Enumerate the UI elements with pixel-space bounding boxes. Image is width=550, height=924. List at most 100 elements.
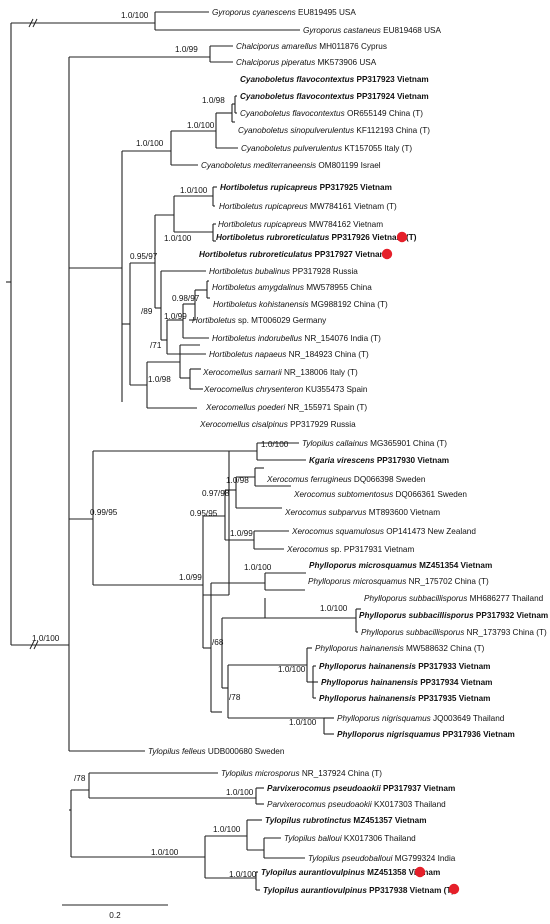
support-label: 1.0/99 [230,529,253,538]
taxon-accession: MH011876 Cyprus [317,42,387,51]
taxon-accession: OR655149 China (T) [345,109,424,118]
taxon-name: Hortiboletus rupicapreus [218,220,307,229]
taxon-name: Tylopilus microsporus [221,769,300,778]
taxon-name: Xerocomus subparvus [284,508,366,517]
taxon-name: Tylopilus rubrotinctus [265,816,352,825]
taxon-accession: MZ451357 Vietnam [351,816,426,825]
taxon-name: Cyanoboletus flavocontextus [240,92,355,101]
support-label: 1.0/100 [320,604,348,613]
taxon-accession: PP317930 Vietnam [375,456,450,465]
taxon-accession: NR_155971 Spain (T) [285,403,367,412]
taxon-accession: MG365901 China (T) [368,439,447,448]
taxon-name: Tylopilus felleus [148,747,206,756]
taxon-label: Tylopilus rubrotinctus MZ451357 Vietnam [265,816,427,825]
support-label: 1.0/100 [136,139,164,148]
taxon-label: Xerocomellus chrysenteron KU355473 Spain [203,385,368,394]
support-label: 1.0/100 [244,563,272,572]
taxon-label: Parvixerocomus pseudoaokii PP317937 Viet… [267,784,455,793]
tree-branches [6,11,361,891]
taxon-accession: PP317937 Vietnam [381,784,456,793]
taxon-name: Phylloporus hainanensis [321,678,418,687]
taxon-accession: MW784162 Vietnam [307,220,383,229]
taxon-label: Cyanoboletus flavocontextus PP317923 Vie… [240,75,429,84]
support-label: 1.0/98 [148,375,171,384]
taxon-accession: PP317927 Vietnam [312,250,387,259]
taxon-accession: PP317934 Vietnam [418,678,493,687]
taxon-accession: NR_137924 China (T) [300,769,383,778]
scale-bar: 0.2 [62,904,168,920]
taxon-name: Xerocomus ferrugineus [266,475,352,484]
taxon-name: Hortiboletus [192,316,236,325]
taxon-label: Tylopilus callainus MG365901 China (T) [302,439,447,448]
taxon-label: Xerocomus ferrugineus DQ066398 Sweden [266,475,426,484]
taxon-name: Xerocomus [286,545,328,554]
new-species-markers [381,231,460,895]
taxon-name: Phylloporus nigrisquamus [337,714,431,723]
new-species-marker [381,248,393,260]
support-label: 1.0/100 [180,186,208,195]
taxon-label: Hortiboletus rubroreticulatus PP317926 V… [216,233,417,242]
taxon-name: Hortiboletus amygdalinus [212,283,304,292]
taxon-label: Xerocomellus sarnarii NR_138006 Italy (T… [202,368,358,377]
taxon-accession: PP317926 Vietnam (T) [329,233,416,242]
taxon-label: Xerocomus subtomentosus DQ066361 Sweden [293,490,467,499]
taxon-name: Parvixerocomus pseudoaokii [267,784,381,793]
support-label: 0.95/95 [190,509,218,518]
taxon-label: Tylopilus pseudoballoui MG799324 India [308,854,456,863]
support-label: /78 [74,774,86,783]
taxon-accession: OM801199 Israel [316,161,381,170]
taxon-label: Phylloporus nigrisquamus PP317936 Vietna… [337,730,515,739]
branch-break-marks [28,18,39,650]
taxon-label: Phylloporus microsquamus MZ451354 Vietna… [309,561,492,570]
taxon-name: Hortiboletus kohistanensis [213,300,309,309]
support-label: 0.95/97 [130,252,158,261]
taxon-accession: PP317924 Vietnam [354,92,429,101]
support-label: 1.0/100 [151,848,179,857]
taxon-accession: MG799324 India [393,854,456,863]
support-label: 1.0/100 [164,234,192,243]
taxon-name: Tylopilus balloui [284,834,342,843]
taxon-accession: KF112193 China (T) [354,126,430,135]
taxon-label: Chalciporus amarellus MH011876 Cyprus [236,42,387,51]
taxon-accession: MG988192 China (T) [309,300,388,309]
taxon-accession: EU819468 USA [381,26,442,35]
taxon-accession: PP317928 Russia [290,267,358,276]
taxon-name: Phylloporus subbacillisporus [364,594,467,603]
taxon-label: Phylloporus hainanensis PP317935 Vietnam [319,694,490,703]
support-label: 0.98/97 [172,294,200,303]
taxon-accession: PP317929 Russia [288,420,356,429]
taxon-name: Phylloporus microsquamus [308,577,406,586]
taxon-accession: PP317933 Vietnam [416,662,491,671]
taxon-name: Gyroporus castaneus [303,26,381,35]
taxon-accession: PP317925 Vietnam [317,183,392,192]
taxon-name: Gyroporus cyanescens [212,8,296,17]
taxon-accession: PP317938 Vietnam (T) [367,886,454,895]
support-label: 1.0/100 [261,440,289,449]
taxon-name: Hortiboletus rubroreticulatus [216,233,330,242]
support-label: 1.0/99 [175,45,198,54]
taxon-accession: MK573906 USA [315,58,377,67]
taxon-accession: PP317935 Vietnam [416,694,491,703]
taxon-name: Phylloporus hainanensis [315,644,404,653]
taxon-label: Phylloporus subbacillisporus NR_173793 C… [361,628,547,637]
support-label: 1.0/100 [187,121,215,130]
taxon-accession: PP317932 Vietnam [474,611,549,620]
support-label: /89 [141,307,153,316]
taxon-accession: JQ003649 Thailand [431,714,505,723]
taxon-name: Xerocomellus chrysenteron [203,385,304,394]
taxon-accession: sp. PP317931 Vietnam [328,545,414,554]
support-label: 1.0/99 [179,573,202,582]
taxon-name: Tylopilus pseudoballoui [308,854,393,863]
taxon-name: Chalciporus piperatus [236,58,315,67]
support-label: 1.0/100 [32,634,60,643]
taxon-label: Tylopilus microsporus NR_137924 China (T… [221,769,382,778]
new-species-marker [396,231,408,243]
taxon-label: Hortiboletus sp. MT006029 Germany [192,316,327,325]
taxon-name: Kgaria virescens [309,456,375,465]
scale-bar-label: 0.2 [109,911,121,920]
taxon-label: Parvixerocomus pseudoaokii KX017303 Thai… [267,800,446,809]
taxon-label: Xerocomellus poederi NR_155971 Spain (T) [205,403,367,412]
taxon-accession: DQ066398 Sweden [352,475,426,484]
taxon-name: Parvixerocomus pseudoaokii [267,800,372,809]
